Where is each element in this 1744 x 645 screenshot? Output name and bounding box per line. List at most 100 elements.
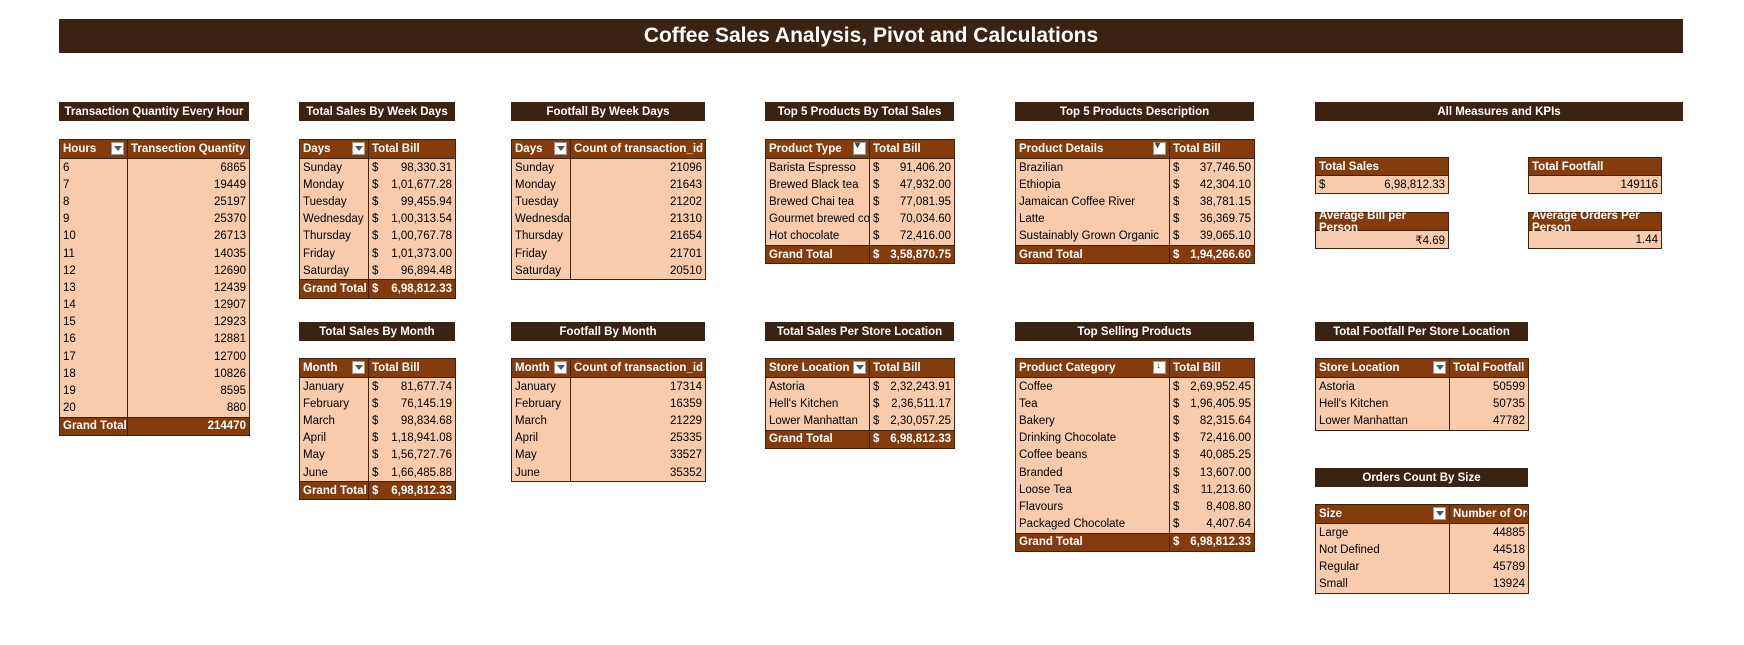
column-header[interactable]: Size — [1315, 504, 1450, 524]
row-value[interactable]: 21310 — [570, 210, 706, 228]
column-header[interactable]: Days — [299, 139, 369, 159]
row-value[interactable]: 12439 — [127, 279, 250, 297]
column-header[interactable]: Total Footfall — [1449, 358, 1529, 378]
row-label[interactable]: Thursday — [511, 227, 571, 245]
row-label[interactable]: Gourmet brewed coffee — [765, 210, 870, 228]
kpi-total-footfall-value[interactable]: 149116 — [1528, 176, 1662, 194]
row-label[interactable]: Large — [1315, 523, 1450, 542]
row-label[interactable]: Coffee — [1015, 377, 1170, 396]
row-value[interactable]: $4,407.64 — [1169, 515, 1255, 534]
row-label[interactable]: Sunday — [511, 158, 571, 177]
row-label[interactable]: Packaged Chocolate — [1015, 515, 1170, 534]
row-label[interactable]: February — [511, 395, 571, 413]
row-label[interactable]: Bakery — [1015, 412, 1170, 430]
row-label[interactable]: Branded — [1015, 463, 1170, 482]
column-header[interactable]: Product Type — [765, 139, 870, 159]
grand-total-value[interactable]: $3,58,870.75 — [869, 244, 955, 265]
grand-total-label[interactable]: Grand Total — [299, 279, 369, 299]
row-value[interactable]: $1,56,727.76 — [368, 446, 456, 464]
row-label[interactable]: January — [511, 377, 571, 396]
row-value[interactable]: 14035 — [127, 244, 250, 263]
column-header[interactable]: Count of transaction_id — [570, 139, 706, 159]
row-value[interactable]: 25197 — [127, 193, 250, 211]
row-value[interactable]: $91,406.20 — [869, 158, 955, 177]
row-value[interactable]: 35352 — [570, 463, 706, 483]
kpi-avg-orders-value[interactable]: 1.44 — [1528, 231, 1662, 249]
row-label[interactable]: Flavours — [1015, 498, 1170, 516]
row-label[interactable]: Saturday — [511, 262, 571, 281]
row-value[interactable]: 44518 — [1449, 541, 1529, 559]
row-label[interactable]: Latte — [1015, 210, 1170, 228]
row-label[interactable]: March — [299, 412, 369, 430]
row-value[interactable]: 33527 — [570, 446, 706, 464]
row-label[interactable]: Jamaican Coffee River — [1015, 193, 1170, 211]
column-header[interactable]: Product Category — [1015, 358, 1170, 378]
row-label[interactable]: Lower Manhattan — [1315, 412, 1450, 431]
filter-dropdown-icon[interactable] — [111, 142, 124, 155]
column-header[interactable]: Total Bill — [368, 358, 456, 378]
row-value[interactable]: $37,746.50 — [1169, 158, 1255, 177]
row-value[interactable]: 21701 — [570, 244, 706, 263]
row-label[interactable]: Monday — [299, 176, 369, 194]
row-value[interactable]: $76,145.19 — [368, 395, 456, 413]
grand-total-label[interactable]: Grand Total — [765, 429, 870, 449]
row-value[interactable]: 21643 — [570, 176, 706, 194]
grand-total-value[interactable]: 214470 — [127, 416, 250, 437]
filter-dropdown-icon[interactable] — [1433, 361, 1446, 374]
row-label[interactable]: 12 — [59, 262, 128, 280]
grand-total-label[interactable]: Grand Total — [59, 416, 128, 437]
row-value[interactable]: 45789 — [1449, 558, 1529, 576]
row-value[interactable]: $8,408.80 — [1169, 498, 1255, 516]
row-value[interactable]: $1,01,677.28 — [368, 176, 456, 194]
column-header[interactable]: Total Bill — [869, 358, 955, 378]
row-label[interactable]: Barista Espresso — [765, 158, 870, 177]
row-value[interactable]: 17314 — [570, 377, 706, 396]
column-header[interactable]: Total Bill — [869, 139, 955, 159]
row-value[interactable]: 21229 — [570, 412, 706, 430]
column-header[interactable]: Store Location — [765, 358, 870, 378]
row-label[interactable]: Saturday — [299, 262, 369, 280]
row-value[interactable]: 47782 — [1449, 412, 1529, 431]
row-value[interactable]: 26713 — [127, 227, 250, 245]
row-label[interactable]: Loose Tea — [1015, 481, 1170, 499]
row-value[interactable]: $72,416.00 — [869, 227, 955, 246]
row-label[interactable]: Brewed Black tea — [765, 176, 870, 194]
grand-total-value[interactable]: $6,98,812.33 — [368, 481, 456, 501]
row-label[interactable]: Thursday — [299, 227, 369, 245]
row-value[interactable]: 25335 — [570, 429, 706, 447]
column-header[interactable]: Count of transaction_id — [570, 358, 706, 378]
grand-total-label[interactable]: Grand Total — [765, 244, 870, 265]
row-label[interactable]: 17 — [59, 348, 128, 366]
row-value[interactable]: $77,081.95 — [869, 193, 955, 211]
row-label[interactable]: Astoria — [765, 377, 870, 396]
row-value[interactable]: $2,69,952.45 — [1169, 377, 1255, 396]
column-header[interactable]: Month — [511, 358, 571, 378]
row-label[interactable]: 13 — [59, 279, 128, 297]
row-value[interactable]: 19449 — [127, 176, 250, 194]
row-value[interactable]: 12690 — [127, 262, 250, 280]
row-value[interactable]: 12923 — [127, 313, 250, 331]
row-label[interactable]: Hell's Kitchen — [765, 395, 870, 413]
row-value[interactable]: 12881 — [127, 330, 250, 349]
filter-dropdown-icon[interactable] — [554, 361, 567, 374]
row-label[interactable]: Hot chocolate — [765, 227, 870, 246]
row-value[interactable]: 12700 — [127, 348, 250, 366]
row-label[interactable]: Friday — [511, 244, 571, 263]
row-label[interactable]: Sustainably Grown Organic — [1015, 227, 1170, 246]
row-value[interactable]: $47,932.00 — [869, 176, 955, 194]
column-header[interactable]: Total Bill — [1169, 358, 1255, 378]
row-value[interactable]: $99,455.94 — [368, 193, 456, 211]
column-header[interactable]: Number of Orders — [1449, 504, 1529, 524]
row-value[interactable]: $36,369.75 — [1169, 210, 1255, 228]
row-value[interactable]: 25370 — [127, 210, 250, 228]
row-value[interactable]: $38,781.15 — [1169, 193, 1255, 211]
row-value[interactable]: 16359 — [570, 395, 706, 413]
filter-dropdown-icon[interactable] — [554, 142, 567, 155]
filter-dropdown-icon[interactable] — [352, 142, 365, 155]
row-value[interactable]: $1,00,313.54 — [368, 210, 456, 228]
grand-total-label[interactable]: Grand Total — [1015, 532, 1170, 552]
row-label[interactable]: 11 — [59, 244, 128, 263]
row-value[interactable]: $98,834.68 — [368, 412, 456, 430]
row-value[interactable]: $1,96,405.95 — [1169, 395, 1255, 413]
row-value[interactable]: $82,315.64 — [1169, 412, 1255, 430]
